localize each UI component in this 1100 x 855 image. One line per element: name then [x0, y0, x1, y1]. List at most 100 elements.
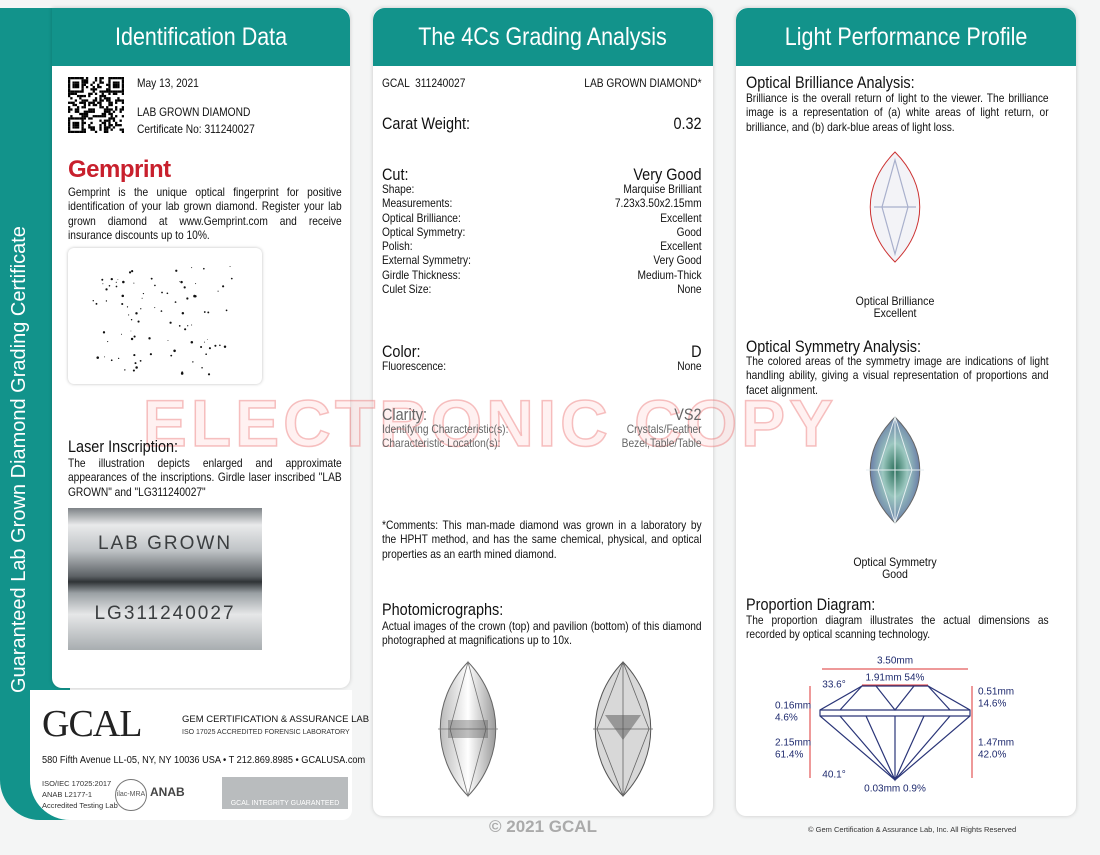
qr-module — [68, 128, 71, 131]
qr-module — [121, 130, 124, 133]
qr-module — [81, 130, 84, 133]
label: Color: — [382, 342, 421, 361]
qr-module — [99, 97, 102, 100]
qr-module — [106, 128, 109, 131]
qr-module — [108, 108, 111, 111]
qr-module — [106, 119, 109, 122]
qr-module — [117, 85, 120, 89]
qr-module — [92, 115, 95, 118]
qr-module — [115, 77, 118, 80]
report-product: LAB GROWN DIAMOND* — [584, 76, 702, 90]
brilliance-caption: Excellent — [873, 306, 917, 320]
gemprint-dot — [206, 339, 208, 341]
qr-module — [76, 124, 80, 127]
qr-module — [112, 81, 116, 84]
label: Polish: — [382, 239, 413, 254]
gemprint-dot — [115, 285, 118, 288]
qr-module — [94, 97, 98, 100]
qr-module — [99, 90, 102, 93]
qr-module — [108, 103, 111, 107]
gemprint-dot — [101, 278, 104, 281]
qr-module — [81, 115, 84, 118]
proportion-title: Proportion Diagram: — [746, 595, 876, 614]
gemprint-dot — [180, 280, 183, 284]
qr-module — [119, 128, 122, 131]
value: VS2 — [674, 405, 702, 424]
qr-module — [68, 121, 71, 125]
qr-module — [83, 128, 86, 131]
qr-module — [81, 77, 84, 80]
qr-module — [106, 110, 109, 113]
gemprint-dot — [183, 286, 186, 289]
qr-module — [72, 121, 75, 125]
gemprint-dot — [207, 311, 210, 314]
qr-module — [74, 124, 78, 127]
value: None — [677, 282, 702, 297]
qr-module — [112, 110, 116, 113]
qr-module — [81, 124, 84, 127]
qr-module — [90, 126, 93, 129]
badge: GCAL INTEGRITY GUARANTEED — [222, 777, 348, 809]
certificate-number: Certificate No: 311240027 — [137, 122, 255, 136]
qr-module — [110, 90, 113, 93]
qr-module — [81, 81, 84, 84]
laser-title: Laser Inscription: — [68, 437, 179, 456]
qr-module — [103, 110, 107, 113]
qr-module — [99, 99, 102, 102]
qr-module — [119, 108, 122, 111]
qr-module — [83, 99, 86, 102]
qr-module — [83, 79, 86, 82]
gemprint-dot — [160, 310, 163, 312]
qr-module — [76, 83, 80, 87]
qr-module — [110, 108, 113, 111]
gemprint-dot — [130, 330, 132, 332]
panel-header: The 4Cs Grading Analysis — [373, 8, 713, 66]
qr-module — [108, 92, 111, 95]
gemprint-dot — [166, 292, 169, 295]
value: None — [677, 359, 702, 373]
qr-module — [110, 128, 113, 131]
qr-module — [121, 115, 124, 118]
accreditation: ANAB L2177-1 — [42, 790, 93, 799]
qr-module — [94, 103, 98, 107]
proportion-label: 0.51mm — [978, 687, 1014, 698]
symmetry-image — [866, 415, 924, 525]
detail-row: Identifying Characteristic(s): Crystals/F… — [382, 422, 702, 436]
gemprint-dot — [219, 344, 221, 347]
fluorescence-row: Fluorescence: None — [382, 359, 702, 373]
qr-module — [112, 77, 116, 80]
detail-row: Optical Brilliance: Excellent — [382, 211, 702, 225]
qr-module — [94, 99, 98, 102]
gemprint-dot — [150, 277, 153, 280]
label: Fluorescence: — [382, 359, 447, 373]
qr-module — [76, 106, 80, 109]
qr-module — [72, 103, 75, 107]
gemprint-dot — [133, 335, 136, 338]
gemprint-dot — [131, 270, 134, 273]
qr-module — [106, 88, 109, 91]
clarity-row: Clarity: VS2 — [382, 406, 702, 424]
qr-module — [68, 101, 71, 104]
qr-module — [81, 83, 84, 87]
qr-module — [97, 115, 100, 118]
qr-module — [72, 117, 75, 120]
qr-module — [103, 128, 107, 131]
qr-module — [108, 99, 111, 102]
gemprint-dot — [184, 328, 187, 331]
qr-module — [90, 110, 93, 113]
panel-header: Light Performance Profile — [736, 8, 1076, 66]
qr-module — [81, 106, 84, 109]
gemprint-dot — [187, 325, 189, 327]
qr-module — [81, 126, 84, 129]
qr-module — [70, 92, 73, 95]
qr-module — [90, 83, 93, 87]
qr-module — [85, 112, 89, 116]
qr-module — [68, 117, 71, 120]
gemprint-dot — [174, 301, 177, 303]
gemprint-dot — [175, 269, 178, 272]
qr-module — [119, 119, 122, 122]
qr-module — [103, 112, 107, 116]
qr-module — [99, 128, 102, 131]
qr-module — [119, 77, 122, 80]
qr-module — [81, 117, 84, 120]
